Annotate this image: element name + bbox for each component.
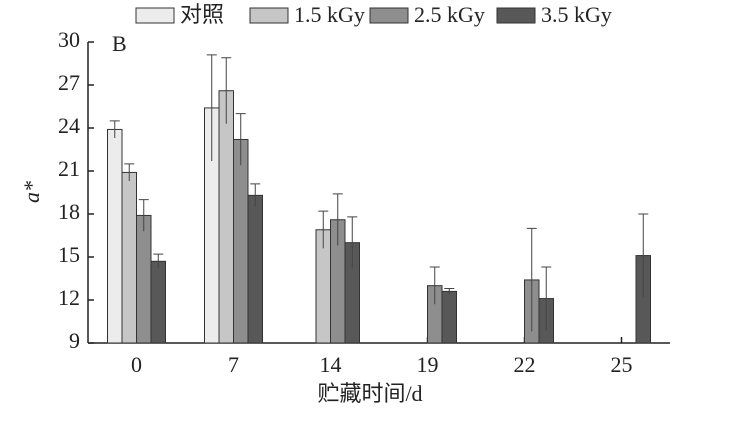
y-tick-label: 18 bbox=[58, 199, 80, 224]
error-bar bbox=[429, 266, 440, 305]
x-axis-label: 贮藏时间/d bbox=[317, 381, 422, 406]
x-tick-label: 22 bbox=[514, 352, 536, 377]
bar bbox=[247, 194, 263, 344]
error-bar bbox=[153, 253, 164, 269]
error-bar bbox=[332, 193, 343, 246]
bar bbox=[136, 214, 152, 344]
bar bbox=[107, 128, 123, 344]
error-bar bbox=[638, 213, 649, 298]
error-bar bbox=[221, 57, 232, 124]
error-bar bbox=[235, 113, 246, 166]
y-tick-label: 21 bbox=[58, 156, 80, 181]
y-tick-label: 9 bbox=[69, 328, 80, 353]
legend-label: 1.5 kGy bbox=[294, 2, 365, 27]
error-bar bbox=[109, 120, 120, 139]
error-bar bbox=[444, 288, 455, 295]
bar bbox=[218, 90, 234, 344]
error-bar bbox=[318, 210, 329, 249]
error-bar bbox=[347, 216, 358, 269]
y-tick-label: 15 bbox=[58, 242, 80, 267]
error-bar bbox=[250, 183, 261, 207]
legend-swatch bbox=[249, 7, 289, 24]
x-tick-label: 0 bbox=[131, 352, 142, 377]
x-tick-label: 14 bbox=[320, 352, 342, 377]
bar bbox=[121, 171, 137, 344]
legend-swatch bbox=[369, 7, 409, 24]
legend-swatch bbox=[496, 7, 536, 24]
x-tick-label: 7 bbox=[228, 352, 239, 377]
error-bar bbox=[206, 54, 217, 161]
x-tick-label: 25 bbox=[611, 352, 633, 377]
bar bbox=[233, 138, 249, 344]
y-tick-label: 27 bbox=[58, 70, 80, 95]
legend-swatch bbox=[135, 7, 175, 24]
error-bar bbox=[541, 266, 552, 331]
error-bar bbox=[124, 163, 135, 182]
error-bar bbox=[138, 199, 149, 232]
error-bar bbox=[526, 227, 537, 332]
y-tick-label: 12 bbox=[58, 285, 80, 310]
panel-label: B bbox=[112, 31, 127, 56]
y-tick-label: 24 bbox=[58, 113, 80, 138]
bar bbox=[441, 290, 457, 344]
y-axis-label: a* bbox=[19, 181, 44, 203]
legend-label: 3.5 kGy bbox=[541, 2, 612, 27]
y-tick-label: 30 bbox=[58, 27, 80, 52]
x-tick-label: 19 bbox=[417, 352, 439, 377]
legend-label: 2.5 kGy bbox=[414, 2, 485, 27]
bar bbox=[150, 260, 166, 344]
legend-label: 对照 bbox=[180, 2, 224, 27]
